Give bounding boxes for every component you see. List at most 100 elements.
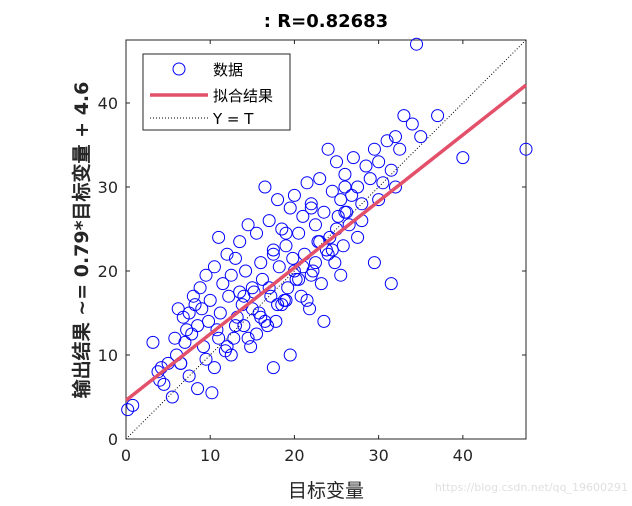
data-point [254, 310, 268, 324]
data-point [258, 180, 272, 194]
data-point [397, 109, 411, 123]
data-point [321, 142, 335, 156]
data-point [342, 218, 356, 232]
fit-line [124, 83, 528, 402]
data-point [346, 151, 360, 165]
data-point [188, 298, 202, 312]
y-tick-label: 30 [98, 178, 118, 197]
data-point [212, 331, 226, 345]
legend-label-fit: 拟合结果 [213, 87, 273, 105]
data-point [213, 306, 227, 320]
data-point [283, 348, 297, 362]
data-point [376, 176, 390, 190]
data-point [338, 167, 352, 181]
data-point [410, 37, 424, 51]
data-point [241, 218, 255, 232]
data-point [338, 180, 352, 194]
data-point [258, 314, 272, 328]
data-point [241, 331, 255, 345]
x-tick-label: 10 [200, 446, 220, 465]
data-point [325, 243, 339, 257]
data-point [210, 323, 224, 337]
data-point [255, 272, 269, 286]
data-point [250, 327, 264, 341]
data-point [262, 281, 276, 295]
data-point [212, 230, 226, 244]
data-point [121, 403, 135, 417]
data-point [271, 298, 285, 312]
data-point [205, 386, 219, 400]
data-point [195, 302, 209, 316]
legend: 数据 拟合结果 Y = T [142, 53, 291, 131]
data-point [300, 293, 314, 307]
data-point [220, 247, 234, 261]
chart-title: : R=0.82683 [264, 11, 388, 32]
data-point [431, 109, 445, 123]
data-point [367, 256, 381, 270]
data-point [250, 226, 264, 240]
data-point [384, 163, 398, 177]
data-point [191, 382, 205, 396]
data-point [237, 289, 251, 303]
data-point [304, 268, 318, 282]
data-point [266, 247, 280, 261]
data-point [313, 172, 327, 186]
data-point [355, 197, 369, 211]
data-point [304, 201, 318, 215]
watermark: https://blog.csdn.net/qq_19600291 [435, 481, 628, 494]
data-point [237, 319, 251, 333]
data-point [165, 390, 179, 404]
data-point [287, 188, 301, 202]
data-point [405, 117, 419, 131]
data-point [269, 314, 283, 328]
data-point [266, 243, 280, 257]
data-point [321, 247, 335, 261]
data-point [289, 272, 303, 286]
data-point [283, 201, 297, 215]
data-point [367, 142, 381, 156]
data-point [292, 272, 306, 286]
y-axis-label: 输出结果 ~= 0.79*目标变量 + 4.6 [70, 82, 93, 399]
data-point [359, 159, 373, 173]
data-point [384, 277, 398, 291]
data-point [317, 314, 331, 328]
data-point [275, 298, 289, 312]
data-point [292, 226, 306, 240]
data-point [202, 314, 216, 328]
data-point [126, 398, 140, 412]
data-point [351, 180, 365, 194]
data-point [279, 293, 293, 307]
data-point [331, 209, 345, 223]
data-point [328, 256, 342, 270]
data-point [254, 256, 268, 270]
data-point [275, 222, 289, 236]
x-axis-label: 目标变量 [288, 480, 364, 502]
data-point [351, 230, 365, 244]
data-point [303, 302, 317, 316]
data-point [146, 335, 160, 349]
y-tick-label: 40 [98, 94, 118, 113]
data-point [308, 256, 322, 270]
data-point [182, 369, 196, 383]
data-point [220, 340, 234, 354]
data-point [178, 335, 192, 349]
data-point [308, 218, 322, 232]
data-point [380, 134, 394, 148]
data-point [314, 277, 328, 291]
data-point [224, 268, 238, 282]
data-point [193, 281, 207, 295]
x-tick-label: 40 [453, 446, 473, 465]
data-point [227, 331, 241, 345]
data-point [300, 176, 314, 190]
data-point [363, 172, 377, 186]
data-point [260, 319, 274, 333]
data-point [266, 361, 280, 375]
data-point [244, 340, 258, 354]
data-point [519, 142, 533, 156]
data-point [286, 251, 300, 265]
x-tick-label: 30 [368, 446, 388, 465]
data-point [271, 193, 285, 207]
data-point [272, 260, 286, 274]
data-point [224, 348, 238, 362]
